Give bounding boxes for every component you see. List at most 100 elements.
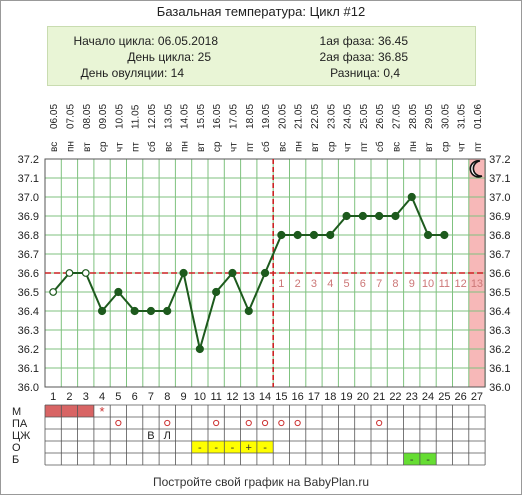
luteal-day-number: 8 xyxy=(392,278,398,290)
date-label: 18.05 xyxy=(245,104,256,129)
day-number-label: 15 xyxy=(275,391,287,403)
y-tick-label-left: 36.0 xyxy=(18,382,39,394)
weekday-label: ср xyxy=(98,141,109,152)
ovulation-day: День овуляции: 14 xyxy=(80,66,184,80)
day-number-label: 14 xyxy=(259,391,271,403)
date-label: 21.05 xyxy=(294,104,305,129)
temperature-point xyxy=(195,344,204,354)
crescent-moon-icon xyxy=(469,160,483,178)
temperature-point xyxy=(228,268,237,278)
y-tick-label-left: 36.6 xyxy=(18,268,39,280)
date-label: 09.05 xyxy=(98,104,109,129)
temperature-point xyxy=(342,211,351,221)
day-number-label: 18 xyxy=(324,391,336,403)
luteal-day-number: 1 xyxy=(278,278,284,290)
date-label: 30.05 xyxy=(440,104,451,129)
date-label: 28.05 xyxy=(408,104,419,129)
menses-cell xyxy=(61,405,78,417)
pregnancy-test-mark: - xyxy=(410,454,414,466)
y-tick-label-left: 36.7 xyxy=(18,249,39,261)
table-row-label: ПА xyxy=(12,418,28,430)
weekday-label: ср xyxy=(326,141,337,152)
day-number-label: 10 xyxy=(194,391,206,403)
y-tick-label-left: 36.3 xyxy=(18,325,39,337)
temperature-point xyxy=(260,268,270,278)
weekday-label: вт xyxy=(196,142,207,152)
y-tick-label-left: 37.0 xyxy=(18,192,39,204)
y-tick-label-right: 36.8 xyxy=(489,230,510,242)
date-label: 19.05 xyxy=(261,104,272,129)
weekday-label: вс xyxy=(391,142,402,152)
day-number-label: 1 xyxy=(50,391,56,403)
y-tick-label-left: 36.1 xyxy=(18,363,39,375)
weekday-label: вт xyxy=(310,142,321,152)
y-tick-label-left: 37.2 xyxy=(18,154,39,166)
luteal-day-number: 12 xyxy=(455,278,467,290)
date-label: 14.05 xyxy=(180,104,191,129)
pa-circle-marker xyxy=(261,419,269,427)
y-tick-label-right: 36.6 xyxy=(489,268,510,280)
weekday-label: пн xyxy=(408,141,419,152)
table-row-label: Б xyxy=(12,454,19,466)
y-tick-label-right: 36.3 xyxy=(489,325,510,337)
weekday-label: пт xyxy=(131,142,142,152)
temperature-point xyxy=(65,269,74,277)
day-number-label: 19 xyxy=(340,391,352,403)
weekday-label: пт xyxy=(473,142,484,152)
footer-text: Постройте свой график на BabyPlan.ru xyxy=(152,475,370,489)
luteal-day-number: 11 xyxy=(439,278,450,290)
weekday-label: чт xyxy=(343,142,354,152)
menses-cell xyxy=(77,405,94,417)
date-label: 20.05 xyxy=(277,104,288,129)
pa-circle-marker xyxy=(278,419,285,427)
day-number-label: 20 xyxy=(357,391,369,403)
weekday-label: ср xyxy=(440,141,451,152)
day-number-label: 26 xyxy=(455,391,467,403)
menses-cell xyxy=(45,405,62,417)
cycle-info-panel: Начало цикла: 06.05.2018 День цикла: 25 … xyxy=(47,26,476,86)
luteal-day-number: 3 xyxy=(311,278,317,290)
y-tick-label-right: 36.7 xyxy=(489,249,510,261)
luteal-day-number: 4 xyxy=(327,278,333,290)
pa-circle-marker xyxy=(115,419,122,427)
pregnancy-test-cell xyxy=(419,453,437,465)
ovulation-test-mark: - xyxy=(231,442,235,454)
luteal-day-number: 6 xyxy=(360,278,366,290)
date-label: 13.05 xyxy=(163,104,174,129)
cycle-start: Начало цикла: 06.05.2018 xyxy=(73,34,218,48)
ovulation-test-mark: - xyxy=(198,442,202,454)
pa-circle-marker xyxy=(294,419,301,427)
phase-difference: Разница: 0,4 xyxy=(330,66,400,80)
y-tick-label-left: 36.8 xyxy=(18,230,39,242)
date-label: 15.05 xyxy=(196,104,207,129)
pregnancy-test-cell xyxy=(403,453,420,465)
luteal-day-number: 5 xyxy=(343,278,349,290)
day-number-label: 5 xyxy=(115,391,121,403)
date-label: 25.05 xyxy=(359,104,370,129)
y-tick-label-right: 36.4 xyxy=(489,306,510,318)
table-row-label: О xyxy=(12,442,21,454)
y-tick-label-right: 36.1 xyxy=(489,363,510,375)
day-number-label: 3 xyxy=(83,391,89,403)
weekday-label: сб xyxy=(260,141,272,152)
y-tick-label-right: 37.1 xyxy=(489,173,510,185)
weekday-label: чт xyxy=(457,142,468,152)
pa-circle-marker xyxy=(164,419,171,427)
temperature-point xyxy=(179,268,188,278)
weekday-label: вс xyxy=(49,142,60,152)
temperature-point xyxy=(326,230,335,240)
weekday-label: вс xyxy=(163,142,174,152)
weekday-label: сб xyxy=(146,141,158,152)
luteal-day-number: 2 xyxy=(295,278,301,290)
weekday-label: пн xyxy=(180,141,191,152)
date-label: 29.05 xyxy=(424,104,435,129)
luteal-day-number: 9 xyxy=(409,278,415,290)
ovulation-test-mark: - xyxy=(214,442,218,454)
day-number-label: 27 xyxy=(471,391,483,403)
temperature-point xyxy=(391,211,400,221)
pregnancy-test-mark: - xyxy=(426,454,430,466)
luteal-day-number: 13 xyxy=(471,278,483,290)
cycle-day: День цикла: 25 xyxy=(127,50,211,64)
day-number-label: 8 xyxy=(164,391,170,403)
